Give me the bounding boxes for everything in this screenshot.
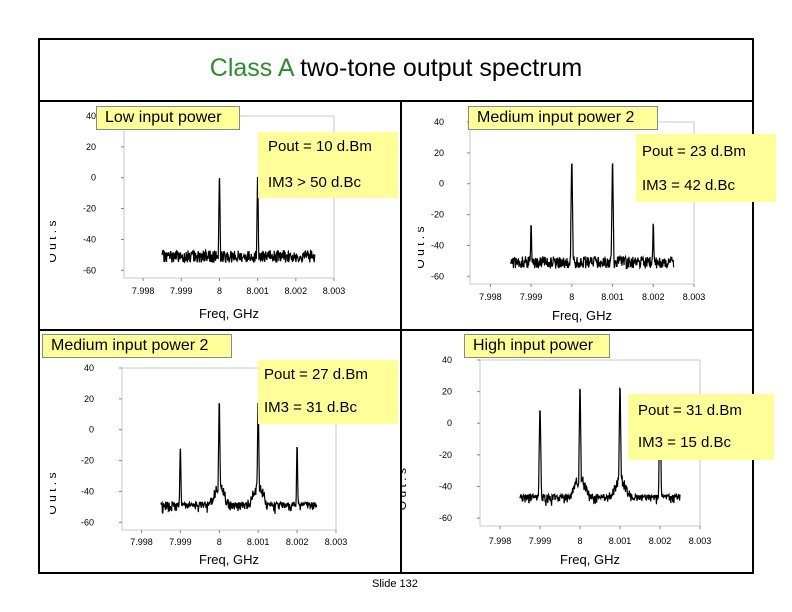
x-tick-label: 8.003: [683, 292, 706, 302]
x-tick-label: 7.998: [479, 292, 502, 302]
x-tick-label: 8.001: [247, 537, 270, 547]
x-tick-label: 8.003: [689, 536, 712, 546]
y-tick-label: -60: [439, 513, 452, 523]
y-tick-label: -40: [439, 481, 452, 491]
y-tick-label: 20: [86, 142, 96, 152]
x-tick-label: 8.001: [601, 292, 624, 302]
im3-medium-b: IM3 = 31 d.Bc: [264, 399, 357, 416]
x-axis-label: Freq, GHz: [560, 552, 620, 567]
annotation-box-medium-a: [636, 134, 776, 202]
y-tick-label: 40: [434, 117, 444, 127]
y-axis-side-label: O u t . s: [400, 468, 409, 510]
y-tick-label: 20: [434, 148, 444, 158]
x-tick-label: 7.998: [132, 286, 155, 296]
x-tick-label: 8.001: [609, 536, 632, 546]
y-tick-label: 0: [89, 425, 94, 435]
x-tick-label: 8.002: [649, 536, 672, 546]
y-tick-label: -60: [431, 271, 444, 281]
x-tick-label: 8.001: [246, 286, 269, 296]
y-tick-label: -40: [81, 486, 94, 496]
title-accent: Class A: [209, 54, 294, 82]
spectrum-trace: [519, 386, 681, 506]
y-tick-label: 20: [442, 387, 452, 397]
y-tick-label: 40: [442, 355, 452, 365]
slide-number: Slide 132: [372, 578, 418, 590]
y-axis-side-label: O u t . s: [50, 473, 59, 515]
x-tick-label: 8: [217, 286, 222, 296]
y-tick-label: -40: [431, 240, 444, 250]
y-tick-label: -20: [81, 456, 94, 466]
y-tick-label: -60: [81, 517, 94, 527]
y-tick-label: -20: [431, 210, 444, 220]
x-tick-label: 7.998: [489, 536, 512, 546]
pout-medium-b: Pout = 27 d.Bm: [264, 366, 368, 383]
spectrum-trace: [160, 402, 318, 515]
y-tick-label: -20: [439, 450, 452, 460]
pout-low: Pout = 10 d.Bm: [268, 138, 372, 155]
y-tick-label: -60: [83, 265, 96, 275]
spectrum-trace: [161, 176, 316, 264]
vertical-divider: [400, 102, 402, 574]
label-medium-input-power-b: Medium input power 2: [42, 334, 232, 358]
x-tick-label: 7.998: [130, 537, 153, 547]
y-tick-label: 20: [84, 394, 94, 404]
spectrum-chart-high: 40 20 0 -20 -40 -60 7.998 7.999 8 8.001 8.002 8.003…: [400, 355, 712, 567]
y-tick-label: 0: [91, 173, 96, 183]
label-low-input-power: Low input power: [96, 106, 240, 130]
y-tick-label: 40: [86, 111, 96, 121]
x-tick-label: 8.002: [285, 286, 308, 296]
y-tick-label: 0: [439, 179, 444, 189]
y-axis-side-label: O u t . s: [50, 221, 59, 263]
title-rest: two-tone output spectrum: [293, 54, 583, 82]
horizontal-divider: [38, 329, 754, 331]
x-tick-label: 7.999: [520, 292, 543, 302]
annotation-box-high: [628, 394, 774, 460]
im3-medium-a: IM3 = 42 d.Bc: [642, 177, 735, 194]
y-axis-side-label: O u t . s: [418, 227, 427, 269]
y-tick-label: -40: [83, 234, 96, 244]
slide-title: Class A two-tone output spectrum: [0, 54, 792, 83]
annotation-box-low: [258, 132, 398, 198]
pout-medium-a: Pout = 23 d.Bm: [642, 143, 746, 160]
spectrum-plot-high: 40 20 0 -20 -40 -60 7.998 7.999 8 8.001 8.002 8.003…: [400, 354, 738, 570]
pout-high: Pout = 31 d.Bm: [638, 402, 742, 419]
y-tick-label: -20: [83, 204, 96, 214]
x-axis-label: Freq, GHz: [552, 308, 612, 323]
im3-high: IM3 = 15 d.Bc: [638, 434, 731, 451]
x-tick-label: 7.999: [170, 286, 193, 296]
label-medium-input-power-a: Medium input power 2: [468, 106, 658, 130]
x-tick-label: 8.002: [286, 537, 309, 547]
x-axis-label: Freq, GHz: [199, 552, 259, 567]
spectrum-trace: [510, 163, 675, 270]
x-tick-label: 8: [577, 536, 582, 546]
slide-frame: [38, 38, 754, 574]
label-high-input-power: High input power: [464, 334, 610, 358]
im3-low: IM3 > 50 d.Bc: [268, 174, 361, 191]
x-tick-label: 8: [569, 292, 574, 302]
x-axis-label: Freq, GHz: [199, 306, 259, 321]
x-tick-label: 8.003: [323, 286, 346, 296]
y-tick-label: 40: [84, 363, 94, 373]
y-tick-label: 0: [447, 418, 452, 428]
title-bar: [38, 38, 754, 102]
x-tick-label: 8.003: [325, 537, 348, 547]
x-tick-label: 8: [217, 537, 222, 547]
x-tick-label: 7.999: [529, 536, 552, 546]
x-tick-label: 8.002: [642, 292, 665, 302]
annotation-box-medium-b: [258, 360, 398, 424]
x-tick-label: 7.999: [169, 537, 192, 547]
